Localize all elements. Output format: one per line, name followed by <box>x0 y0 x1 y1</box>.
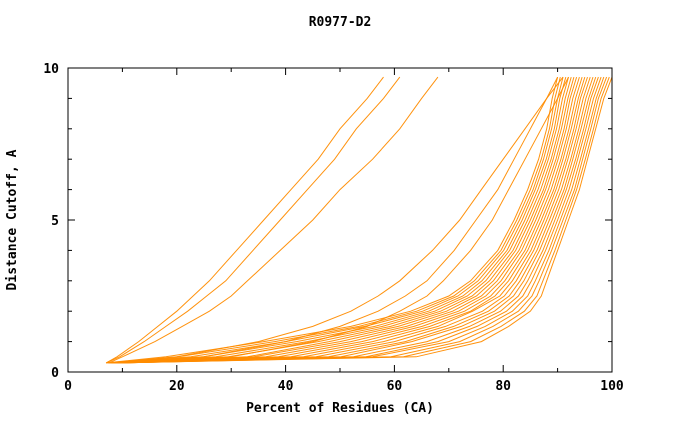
axis-tick-labels: 0 20 40 60 80 100 0 5 10 <box>43 62 624 394</box>
x-tick-label: 0 <box>64 379 72 394</box>
axis-ticks <box>67 67 613 373</box>
x-tick-label: 20 <box>169 379 185 394</box>
model-curve <box>122 76 613 364</box>
model-curve <box>118 76 599 364</box>
model-curve <box>108 76 439 364</box>
x-tick-label: 80 <box>495 379 511 394</box>
y-tick-label: 0 <box>51 366 59 381</box>
model-curve <box>112 76 580 364</box>
model-curve <box>121 76 610 364</box>
model-curve <box>116 76 569 364</box>
model-curve <box>120 76 605 364</box>
model-curves <box>105 76 613 364</box>
model-curve <box>112 76 578 364</box>
y-tick-label: 10 <box>43 62 59 77</box>
x-axis-label: Percent of Residues (CA) <box>246 401 434 416</box>
x-tick-label: 60 <box>387 379 403 394</box>
model-curve <box>106 76 559 364</box>
model-curve <box>114 76 586 364</box>
model-curve <box>120 76 608 364</box>
model-curve <box>111 76 564 364</box>
model-curve <box>111 76 559 364</box>
model-curve <box>110 76 572 364</box>
model-curve <box>108 76 567 364</box>
chart-title: R0977-D2 <box>309 15 372 30</box>
y-axis-label: Distance Cutoff, A <box>5 149 20 290</box>
model-curve <box>115 76 591 364</box>
x-tick-label: 40 <box>278 379 294 394</box>
model-curve <box>105 76 384 364</box>
model-curve <box>117 76 597 364</box>
model-curve <box>113 76 583 364</box>
model-curve <box>107 76 561 364</box>
model-curve <box>116 76 594 364</box>
y-tick-label: 5 <box>51 214 59 229</box>
model-curve <box>105 76 401 364</box>
model-curve <box>119 76 602 364</box>
model-curve <box>107 76 564 364</box>
model-curve <box>110 76 575 364</box>
x-tick-label: 100 <box>600 379 624 394</box>
model-curve <box>109 76 569 364</box>
model-curve <box>115 76 588 364</box>
